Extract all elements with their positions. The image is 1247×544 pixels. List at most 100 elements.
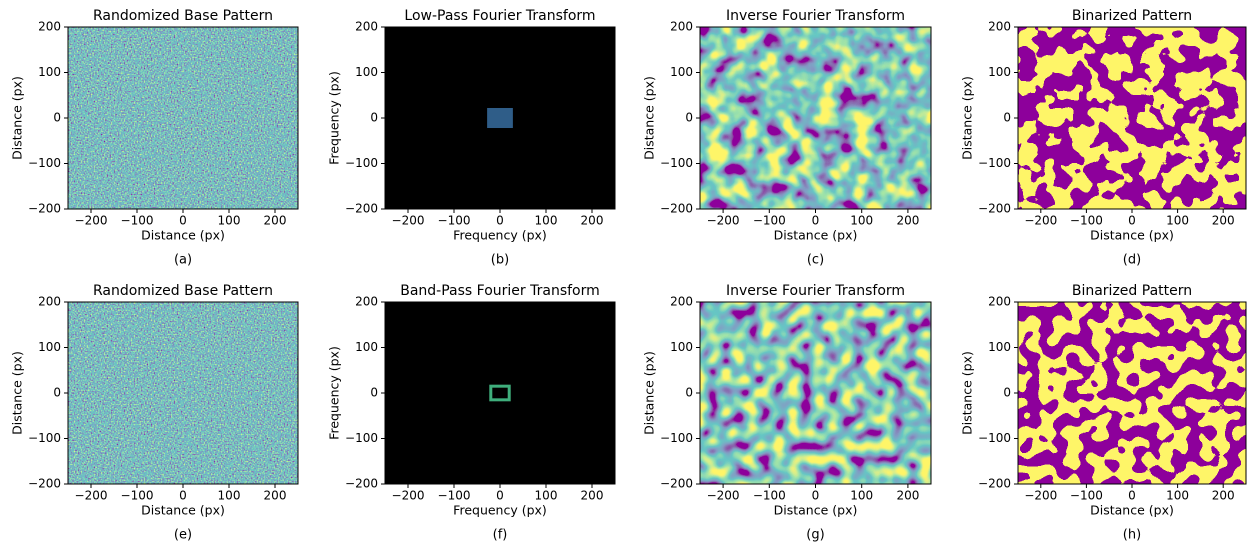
y-tick-label: 200 [38,20,61,34]
x-tick-label: −100 [753,489,786,503]
x-tick-label: −100 [121,489,154,503]
y-tick-label: 100 [670,65,693,79]
x-tick-label: 200 [1212,489,1235,503]
y-axis-label: Frequency (px) [327,71,342,165]
panel: −200 −100 0 100 200 −200 −100 0 100 200 Binarized … [960,283,1247,543]
pattern-image [1018,302,1246,484]
x-tick-label: −100 [438,489,471,503]
y-tick-label: 200 [988,295,1011,309]
panel-caption: (d) [1123,253,1141,268]
y-axis-label: Distance (px) [10,76,25,160]
y-tick-label: 200 [670,20,693,34]
y-tick-label: −100 [660,156,693,170]
y-tick-label: −200 [978,202,1011,216]
y-tick-label: 0 [53,111,61,125]
x-tick-label: 0 [1128,214,1136,228]
y-tick-label: −100 [28,156,61,170]
y-tick-label: −200 [978,477,1011,491]
panel: −200 −100 0 100 200 −200 −100 0 100 200 Low-Pass F… [327,8,616,268]
panel: −200 −100 0 100 200 −200 −100 0 100 200 Randomized… [10,283,299,543]
y-tick-label: 0 [685,386,693,400]
x-tick-label: 0 [1128,489,1136,503]
y-tick-label: −100 [28,431,61,445]
x-tick-label: −100 [438,214,471,228]
y-tick-label: −100 [345,156,378,170]
x-tick-label: −100 [1070,489,1103,503]
y-axis-label: Distance (px) [10,351,25,435]
x-tick-label: 200 [581,214,604,228]
y-tick-label: 100 [355,340,378,354]
y-tick-label: 100 [38,340,61,354]
x-tick-label: −200 [707,489,740,503]
x-tick-label: 200 [264,489,287,503]
y-tick-label: 100 [988,65,1011,79]
pattern-image [68,302,298,484]
x-tick-label: 100 [535,489,558,503]
x-tick-label: −200 [392,489,425,503]
y-tick-label: 200 [38,295,61,309]
x-tick-label: −200 [707,214,740,228]
x-tick-label: −200 [75,214,108,228]
panel-title: Band-Pass Fourier Transform [400,283,600,299]
x-axis-label: Distance (px) [141,228,225,243]
x-tick-label: 100 [1166,489,1189,503]
x-tick-label: −200 [1024,214,1057,228]
y-axis-label: Distance (px) [642,76,657,160]
x-tick-label: 200 [1212,214,1235,228]
x-axis-label: Distance (px) [1090,503,1174,518]
panel: −200 −100 0 100 200 −200 −100 0 100 200 Inverse Fo… [642,283,932,543]
x-tick-label: 0 [179,489,187,503]
panel-caption: (c) [807,253,824,268]
y-tick-label: 100 [38,65,61,79]
x-axis-label: Frequency (px) [453,503,547,518]
x-tick-label: −100 [753,214,786,228]
y-tick-label: −100 [978,431,1011,445]
y-tick-label: 200 [670,295,693,309]
panel-caption: (f) [493,528,508,543]
y-axis-label: Frequency (px) [327,346,342,440]
panel: −200 −100 0 100 200 −200 −100 0 100 200 Binarized … [960,8,1247,268]
panel-title: Randomized Base Pattern [93,8,273,24]
panel-caption: (h) [1123,528,1141,543]
y-tick-label: −200 [28,477,61,491]
passband [489,384,511,402]
y-tick-label: −200 [660,202,693,216]
panel: −200 −100 0 100 200 −200 −100 0 100 200 Inverse Fo… [642,8,932,268]
panel-title: Inverse Fourier Transform [726,283,905,299]
x-axis-label: Distance (px) [1090,228,1174,243]
panel-caption: (g) [806,528,824,543]
panel-title: Randomized Base Pattern [93,283,273,299]
y-tick-label: 0 [1003,111,1011,125]
y-tick-label: 200 [988,20,1011,34]
panel-title: Low-Pass Fourier Transform [404,8,595,24]
x-tick-label: 200 [264,214,287,228]
panel-title: Inverse Fourier Transform [726,8,905,24]
panel: −200 −100 0 100 200 −200 −100 0 100 200 Randomized… [10,8,299,268]
x-tick-label: 100 [218,214,241,228]
y-tick-label: −100 [660,431,693,445]
x-axis-label: Distance (px) [141,503,225,518]
x-tick-label: −200 [1024,489,1057,503]
y-tick-label: −200 [345,477,378,491]
x-tick-label: 0 [812,489,820,503]
pattern-image [68,27,298,209]
pattern-image [1018,27,1246,209]
x-tick-label: 100 [1166,214,1189,228]
x-tick-label: 200 [581,489,604,503]
pattern-image [700,27,931,209]
x-tick-label: 0 [496,214,504,228]
x-tick-label: −100 [121,214,154,228]
x-tick-label: 100 [218,489,241,503]
x-tick-label: −200 [392,214,425,228]
y-tick-label: −200 [660,477,693,491]
y-tick-label: 0 [685,111,693,125]
x-tick-label: 100 [850,214,873,228]
x-tick-label: 0 [179,214,187,228]
panel-title: Binarized Pattern [1072,283,1192,299]
y-tick-label: 200 [355,20,378,34]
x-tick-label: 0 [812,214,820,228]
pattern-image [700,302,931,484]
x-tick-label: 0 [496,489,504,503]
panel-title: Binarized Pattern [1072,8,1192,24]
